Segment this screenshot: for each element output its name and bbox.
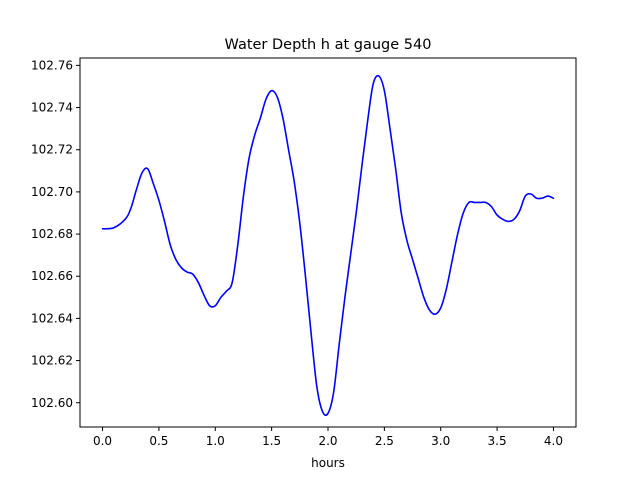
x-tick-label: 2.5 — [375, 434, 394, 448]
y-tick-label: 102.64 — [31, 311, 73, 325]
y-tick-label: 102.62 — [31, 354, 73, 368]
x-axis: 0.0 0.5 1.0 1.5 2.0 2.5 3.0 3.5 4.0 — [93, 427, 563, 448]
y-tick-label: 102.66 — [31, 269, 73, 283]
x-axis-label: hours — [311, 456, 345, 470]
x-tick-label: 4.0 — [544, 434, 563, 448]
y-tick-label: 102.60 — [31, 396, 73, 410]
series-line — [101, 74, 555, 417]
chart-title: Water Depth h at gauge 540 — [225, 37, 432, 53]
y-tick-label: 102.76 — [31, 58, 73, 72]
y-tick-label: 102.68 — [31, 227, 73, 241]
x-tick-label: 0.5 — [149, 434, 168, 448]
x-tick-label: 1.0 — [206, 434, 225, 448]
y-tick-label: 102.70 — [31, 185, 73, 199]
y-tick-label: 102.72 — [31, 143, 73, 157]
x-tick-label: 3.5 — [488, 434, 507, 448]
plot-background — [80, 58, 576, 427]
x-tick-label: 3.0 — [431, 434, 450, 448]
y-axis: 102.60 102.62 102.64 102.66 102.68 102.70 102.… — [31, 58, 80, 410]
plot-area — [79, 57, 577, 428]
y-tick-label: 102.74 — [31, 101, 73, 115]
x-tick-label: 1.5 — [262, 434, 281, 448]
x-tick-label: 0.0 — [93, 434, 112, 448]
x-tick-label: 2.0 — [318, 434, 337, 448]
